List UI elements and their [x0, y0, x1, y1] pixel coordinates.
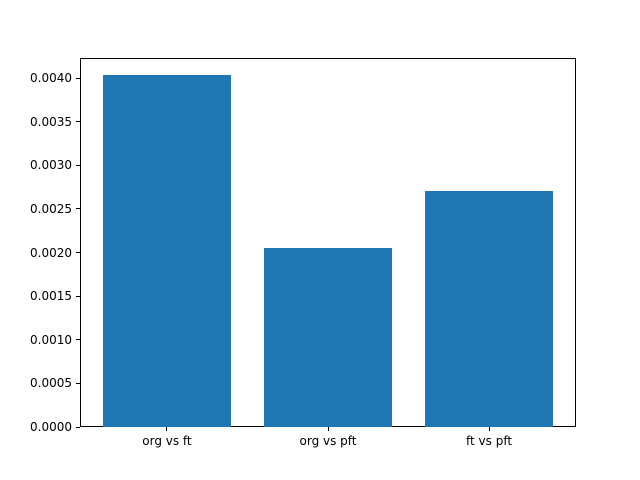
x-tick-mark: [166, 427, 168, 431]
y-tick-label: 0.0015: [30, 289, 72, 304]
y-tick-mark: [76, 295, 80, 297]
x-tick-label: org vs ft: [142, 434, 192, 448]
y-tick-mark: [76, 339, 80, 341]
y-tick-mark: [76, 121, 80, 123]
x-tick-mark: [327, 427, 329, 431]
y-tick-label: 0.0035: [30, 114, 72, 129]
y-tick-mark: [76, 208, 80, 210]
y-tick-mark: [76, 426, 80, 428]
bar-org-vs-ft: [102, 75, 232, 427]
y-tick-label: 0.0000: [30, 420, 72, 434]
y-tick-mark: [76, 382, 80, 384]
x-tick-label: ft vs pft: [466, 434, 513, 448]
y-tick-label: 0.0030: [30, 158, 72, 173]
y-tick-mark: [76, 77, 80, 79]
y-tick-mark: [76, 252, 80, 254]
x-tick-mark: [488, 427, 490, 431]
y-tick-mark: [76, 164, 80, 166]
y-tick-label: 0.0005: [30, 376, 72, 391]
x-tick-label: org vs pft: [299, 434, 357, 448]
y-tick-label: 0.0040: [30, 71, 72, 86]
bar-org-vs-pft: [263, 248, 393, 427]
y-tick-label: 0.0025: [30, 201, 72, 216]
bar-ft-vs-pft: [424, 190, 554, 427]
y-tick-label: 0.0020: [30, 245, 72, 260]
y-tick-label: 0.0010: [30, 332, 72, 347]
